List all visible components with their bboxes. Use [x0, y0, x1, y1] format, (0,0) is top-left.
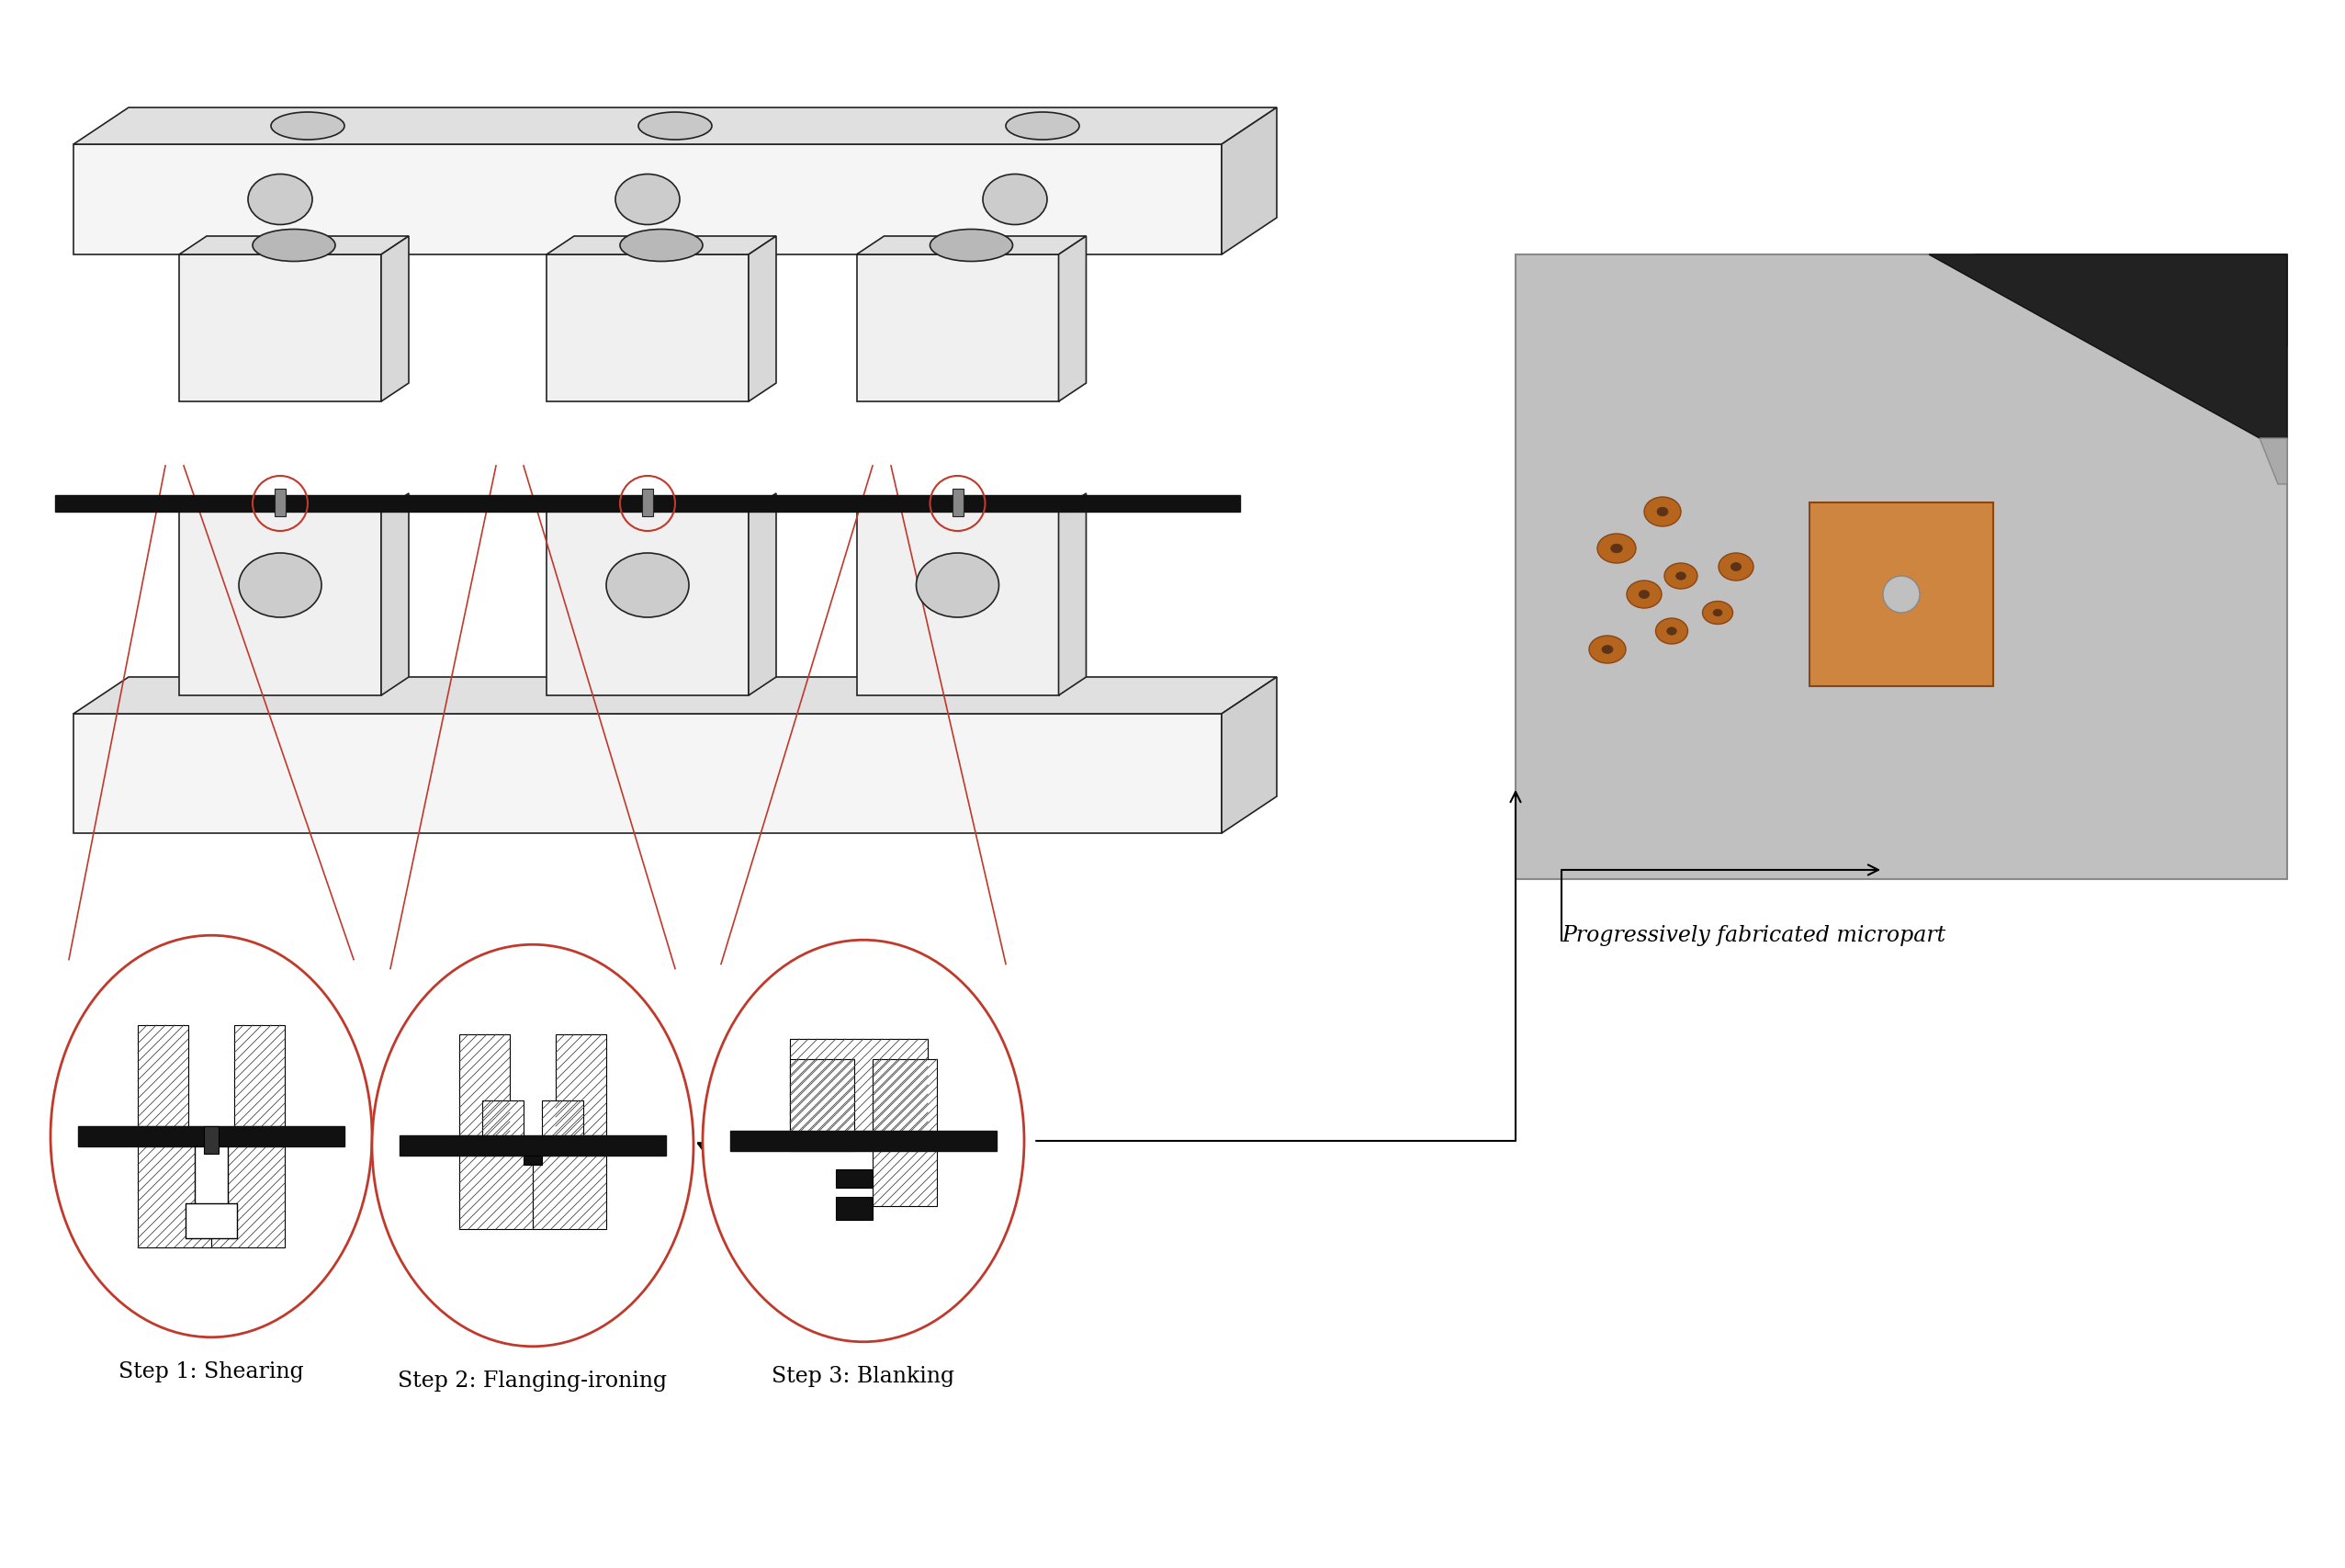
Polygon shape — [382, 237, 408, 401]
Bar — [73, 713, 1222, 833]
Bar — [523, 1156, 542, 1165]
Ellipse shape — [704, 939, 1025, 1342]
Bar — [178, 254, 382, 401]
Ellipse shape — [607, 554, 689, 618]
Ellipse shape — [1639, 590, 1649, 599]
Polygon shape — [748, 237, 776, 401]
Polygon shape — [1058, 237, 1086, 401]
Bar — [542, 1101, 584, 1156]
Ellipse shape — [1677, 572, 1686, 580]
Ellipse shape — [1644, 497, 1681, 527]
Ellipse shape — [1611, 544, 1623, 554]
Bar — [729, 1131, 997, 1151]
Ellipse shape — [1665, 563, 1698, 590]
Ellipse shape — [272, 111, 345, 140]
Bar — [73, 144, 1222, 254]
Polygon shape — [73, 677, 1276, 713]
Bar — [138, 1146, 211, 1248]
Polygon shape — [1222, 677, 1276, 833]
Text: $\Phi$ 1.2: $\Phi$ 1.2 — [565, 1253, 612, 1270]
Ellipse shape — [1627, 580, 1663, 608]
Text: $\Phi$ 1.5: $\Phi$ 1.5 — [575, 1276, 624, 1292]
Bar — [872, 1058, 938, 1206]
Ellipse shape — [253, 229, 335, 262]
Polygon shape — [546, 237, 776, 254]
Ellipse shape — [1658, 506, 1667, 516]
Text: $\phi$ 0.6: $\phi$ 0.6 — [178, 1294, 225, 1314]
Ellipse shape — [1702, 601, 1733, 624]
Bar — [643, 489, 652, 516]
Ellipse shape — [931, 229, 1013, 262]
Bar — [77, 1126, 345, 1146]
Polygon shape — [2261, 437, 2286, 485]
Ellipse shape — [52, 936, 373, 1338]
Bar — [856, 511, 1058, 695]
Bar — [460, 1035, 509, 1135]
Polygon shape — [856, 237, 1086, 254]
Bar — [56, 495, 1241, 511]
Bar — [234, 1025, 284, 1126]
Ellipse shape — [638, 111, 713, 140]
Text: Progressively fabricated micropart: Progressively fabricated micropart — [1562, 925, 1946, 946]
Text: $\Phi$ 2: $\Phi$ 2 — [851, 1294, 884, 1309]
Bar — [546, 511, 748, 695]
Ellipse shape — [1731, 563, 1742, 571]
Polygon shape — [1930, 254, 2286, 437]
Ellipse shape — [249, 174, 312, 224]
Bar — [952, 489, 964, 516]
Bar — [835, 1196, 872, 1220]
Bar — [556, 1035, 607, 1135]
Text: Step 1: Shearing: Step 1: Shearing — [120, 1361, 305, 1383]
Circle shape — [1883, 575, 1921, 613]
Ellipse shape — [1667, 627, 1677, 635]
Ellipse shape — [614, 174, 680, 224]
Bar — [211, 1146, 284, 1248]
Ellipse shape — [1602, 646, 1613, 654]
Bar — [204, 1126, 218, 1154]
Ellipse shape — [1656, 618, 1688, 644]
Bar — [460, 1156, 532, 1229]
Bar — [483, 1101, 523, 1156]
Bar — [532, 1156, 607, 1229]
Polygon shape — [1974, 254, 2286, 347]
Bar — [835, 1170, 872, 1187]
Polygon shape — [748, 494, 776, 695]
Bar — [178, 511, 382, 695]
Ellipse shape — [1714, 610, 1721, 616]
Ellipse shape — [239, 554, 321, 618]
Bar — [1810, 502, 1993, 687]
Ellipse shape — [983, 174, 1048, 224]
Ellipse shape — [619, 229, 704, 262]
Ellipse shape — [373, 944, 694, 1347]
Polygon shape — [1058, 494, 1086, 695]
Bar — [1515, 254, 2286, 880]
Bar — [546, 254, 748, 401]
Bar — [195, 1146, 227, 1210]
Ellipse shape — [1597, 533, 1637, 563]
Bar — [856, 254, 1058, 401]
Polygon shape — [178, 237, 408, 254]
Ellipse shape — [1590, 635, 1625, 663]
Polygon shape — [382, 494, 408, 695]
Bar — [138, 1025, 188, 1126]
Bar — [790, 1040, 929, 1131]
Polygon shape — [1222, 108, 1276, 254]
Bar — [399, 1135, 666, 1156]
Text: Step 3: Blanking: Step 3: Blanking — [772, 1366, 954, 1388]
Polygon shape — [73, 108, 1276, 144]
Bar — [790, 1058, 854, 1151]
Ellipse shape — [1719, 554, 1754, 580]
Bar — [185, 1203, 237, 1239]
Text: Step 2: Flanging-ironing: Step 2: Flanging-ironing — [399, 1370, 668, 1392]
Ellipse shape — [1006, 111, 1079, 140]
Ellipse shape — [917, 554, 999, 618]
Bar — [274, 489, 286, 516]
